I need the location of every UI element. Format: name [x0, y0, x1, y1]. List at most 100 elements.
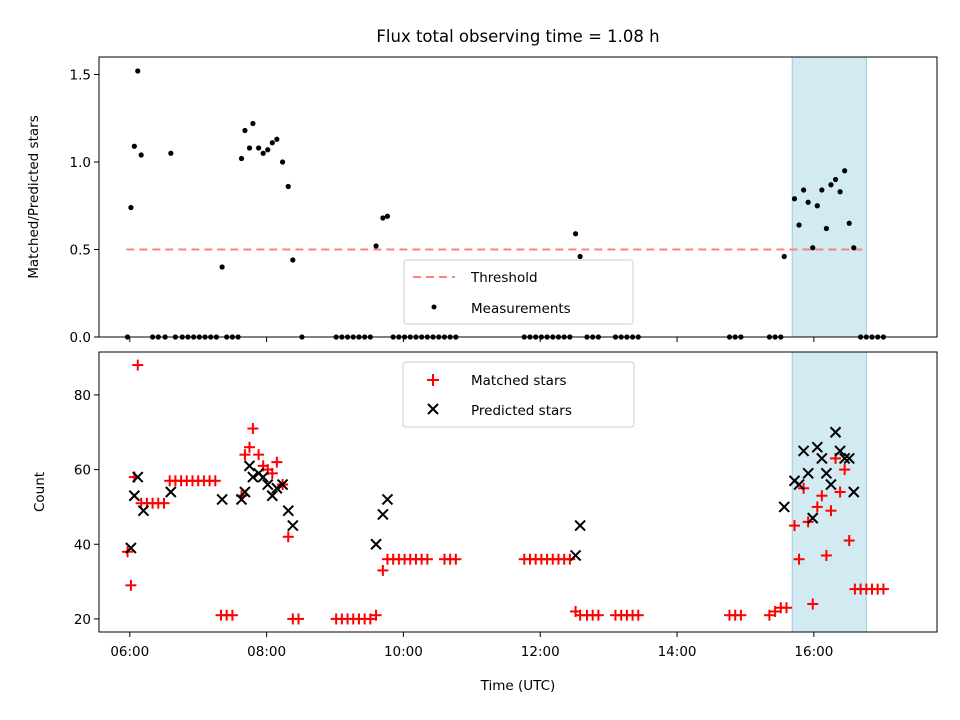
- chart-title: Flux total observing time = 1.08 h: [376, 27, 659, 46]
- matched-star-marker: [592, 609, 604, 621]
- legend-threshold-label: Threshold: [470, 270, 538, 286]
- matched-star-marker: [158, 497, 170, 509]
- measurement-point: [250, 120, 256, 127]
- matched-star-marker: [564, 553, 576, 565]
- predicted-star-marker: [370, 538, 382, 550]
- matched-star-marker: [370, 609, 382, 621]
- predicted-star-marker: [797, 445, 810, 457]
- ratio-panel-frame: [98, 56, 938, 338]
- measurement-point: [823, 225, 830, 232]
- predicted-star-marker: [243, 460, 256, 472]
- y-tick-label: 0.0: [70, 330, 91, 346]
- ratio-legend: Threshold Measurements: [403, 259, 634, 325]
- predicted-star-marker: [816, 452, 828, 465]
- matched-star-marker: [811, 501, 823, 513]
- x-tick-label: 06:00: [110, 644, 149, 660]
- legend-measurements-swatch: [431, 304, 437, 310]
- ratio-panel-shaded-interval: [791, 56, 867, 338]
- measurement-point: [380, 215, 386, 221]
- matched-star-marker: [839, 464, 851, 476]
- measurement-point: [805, 199, 811, 205]
- matched-star-marker: [788, 520, 800, 532]
- ratio-y-label: Matched/Predicted stars: [26, 115, 42, 278]
- measurement-point: [384, 213, 391, 219]
- count-x-ticks: 06:00 08:00 10:00 12:00 14:00 16:00: [110, 632, 833, 660]
- predicted-star-marker: [802, 467, 814, 480]
- count-y-ticks: 20 40 60 80: [74, 388, 99, 628]
- predicted-star-marker: [128, 490, 141, 502]
- measurement-point: [128, 204, 134, 211]
- matched-star-marker: [763, 609, 775, 621]
- predicted-star-marker: [793, 478, 805, 491]
- predicted-star-marker: [825, 478, 837, 491]
- measurement-point: [810, 245, 816, 251]
- predicted-star-marker: [569, 549, 582, 562]
- measurement-point: [279, 159, 286, 165]
- predicted-star-marker: [216, 493, 228, 506]
- legend-predicted-label: Predicted stars: [471, 403, 572, 419]
- measurement-point: [260, 150, 266, 156]
- measurement-point: [851, 245, 857, 251]
- matched-star-marker: [364, 613, 376, 625]
- measurement-point: [168, 150, 174, 156]
- matched-star-marker: [769, 605, 781, 617]
- measurement-point: [290, 257, 296, 263]
- x-tick-label: 16:00: [794, 644, 833, 660]
- measurement-point: [131, 143, 137, 149]
- matched-star-marker: [820, 549, 832, 561]
- predicted-star-marker: [276, 478, 289, 491]
- x-tick-label: 12:00: [521, 644, 560, 660]
- matched-star-marker: [239, 449, 251, 461]
- measurement-point: [373, 243, 379, 249]
- predicted-star-marker: [574, 519, 586, 532]
- measurement-point: [265, 147, 271, 153]
- predicted-star-marker: [271, 482, 283, 494]
- matched-star-marker: [807, 598, 819, 610]
- predicted-star-marker: [165, 486, 177, 498]
- measurement-point: [138, 152, 144, 158]
- y-tick-label: 1.0: [70, 155, 91, 171]
- predicted-star-marker: [848, 486, 860, 498]
- matched-star-marker: [877, 583, 889, 595]
- measurement-point: [846, 220, 852, 226]
- predicted-star-marker: [838, 452, 851, 465]
- measurement-point: [246, 145, 253, 151]
- count-panel-frame: [98, 351, 938, 633]
- predicted-star-marker: [820, 467, 833, 480]
- measurement-point: [814, 203, 820, 209]
- measurement-point: [219, 264, 225, 270]
- predicted-star-marker: [247, 471, 259, 483]
- predicted-star-marker: [843, 452, 855, 465]
- measurement-point: [285, 183, 291, 190]
- ratio-y-ticks: 0.0 0.5 1.0 1.5: [70, 68, 99, 346]
- predicted-star-marker: [834, 445, 846, 457]
- count-y-label: Count: [32, 472, 48, 512]
- matched-star-marker: [421, 553, 433, 565]
- measurement-point: [781, 253, 787, 260]
- legend-measurements-label: Measurements: [471, 301, 571, 317]
- matched-star-marker: [781, 602, 793, 614]
- matched-star-marker: [843, 535, 855, 547]
- measurement-point: [842, 168, 848, 174]
- x-axis-label: Time (UTC): [480, 678, 556, 694]
- y-tick-label: 60: [74, 463, 91, 479]
- legend-matched-label: Matched stars: [471, 373, 567, 389]
- predicted-star-marker: [778, 501, 790, 513]
- count-legend: Matched stars Predicted stars: [402, 361, 635, 428]
- ratio-panel: 0.0 0.5 1.0 1.5 Matched/Predicted stars Thr…: [26, 56, 938, 346]
- matched-star-marker: [253, 449, 265, 461]
- predicted-star-marker: [235, 493, 248, 506]
- measurement-point: [242, 127, 248, 134]
- matched-star-marker: [132, 359, 144, 371]
- matched-star-marker: [226, 609, 238, 621]
- ratio-legend-box: [403, 259, 634, 325]
- measurement-point: [837, 189, 843, 195]
- matched-star-marker: [834, 486, 846, 498]
- measurement-point: [274, 136, 280, 142]
- measurement-point: [577, 253, 583, 260]
- legend-predicted-swatch: [427, 403, 439, 415]
- predicted-star-marker: [239, 486, 251, 498]
- predicted-star-marker: [262, 478, 274, 491]
